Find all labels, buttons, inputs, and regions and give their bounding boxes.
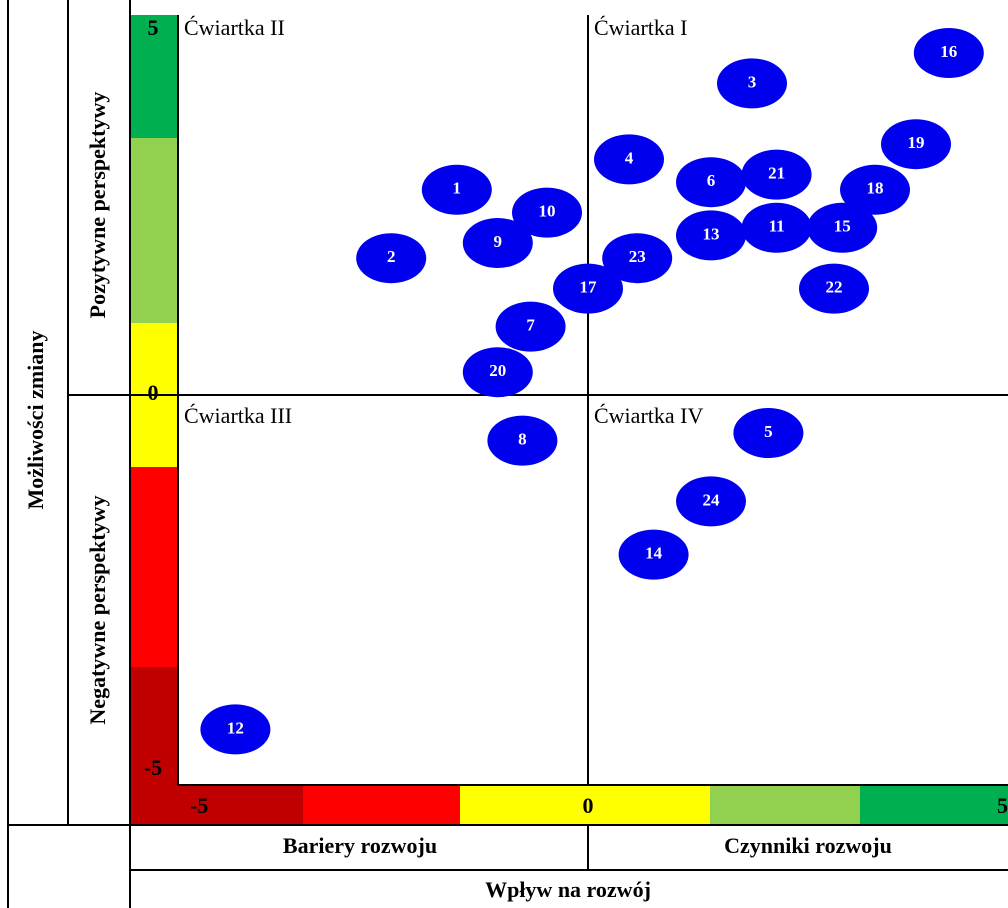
point	[495, 301, 566, 352]
quadrant-label: Ćwiartka III	[184, 403, 292, 428]
point	[741, 149, 812, 200]
quadrant-label: Ćwiartka IV	[594, 403, 703, 428]
point-label: 5	[764, 422, 773, 441]
point-label: 21	[768, 164, 785, 183]
point	[913, 28, 984, 78]
point	[676, 210, 746, 261]
quadrant-label: Ćwiartka I	[594, 15, 687, 40]
point	[799, 263, 869, 314]
y-negative-label: Negatywne perspektywy	[85, 495, 110, 724]
point-label: 18	[867, 179, 884, 198]
point	[676, 476, 746, 527]
point-label: 10	[539, 202, 556, 221]
point	[594, 134, 664, 185]
point-label: 14	[645, 544, 663, 563]
point-label: 8	[518, 430, 527, 449]
x-axis-title: Wpływ na rozwój	[485, 877, 651, 902]
point	[733, 408, 804, 458]
point-label: 9	[494, 232, 503, 251]
point-label: 13	[703, 224, 720, 243]
point-label: 20	[489, 361, 506, 380]
point	[807, 202, 878, 253]
point-label: 16	[940, 42, 957, 61]
point	[421, 164, 492, 215]
point	[618, 529, 689, 580]
point-label: 3	[748, 72, 757, 91]
x-positive-label: Czynniki rozwoju	[724, 833, 892, 858]
point-label: 2	[387, 247, 396, 266]
point-label: 24	[703, 490, 721, 509]
x-negative-label: Bariery rozwoju	[283, 833, 437, 858]
point	[200, 704, 271, 755]
point-label: 6	[707, 171, 716, 190]
point-label: 22	[826, 278, 843, 297]
point	[717, 58, 787, 109]
y-tick-label: -5	[144, 755, 162, 780]
point	[840, 164, 910, 215]
point-label: 19	[908, 133, 925, 152]
point-label: 12	[227, 718, 244, 737]
y-positive-label: Pozytywne perspektywy	[85, 92, 110, 319]
x-tick-label: 0	[583, 793, 594, 818]
point	[881, 119, 951, 170]
point	[487, 415, 558, 466]
table-borders	[7, 0, 1008, 908]
point	[676, 157, 746, 208]
x-color-bar	[130, 785, 1008, 825]
point-label: 11	[769, 217, 785, 236]
y-axis-title: Możliwości zmiany	[23, 330, 48, 509]
point	[602, 233, 673, 284]
x-tick-label: 5	[997, 793, 1008, 818]
point-label: 17	[580, 278, 598, 297]
point-label: 23	[629, 247, 646, 266]
point	[553, 263, 623, 314]
y-tick-label: 0	[148, 380, 159, 405]
point	[741, 202, 812, 253]
x-tick-label: -5	[190, 793, 208, 818]
quadrant-label: Ćwiartka II	[184, 15, 285, 40]
point-label: 1	[453, 179, 462, 198]
point	[512, 187, 582, 238]
point-label: 7	[526, 316, 535, 335]
point	[462, 218, 533, 268]
point	[356, 233, 427, 284]
point	[462, 347, 533, 398]
y-tick-label: 5	[148, 15, 159, 40]
point-label: 4	[625, 148, 634, 167]
y-color-bar	[130, 15, 178, 795]
point-label: 15	[834, 217, 851, 236]
